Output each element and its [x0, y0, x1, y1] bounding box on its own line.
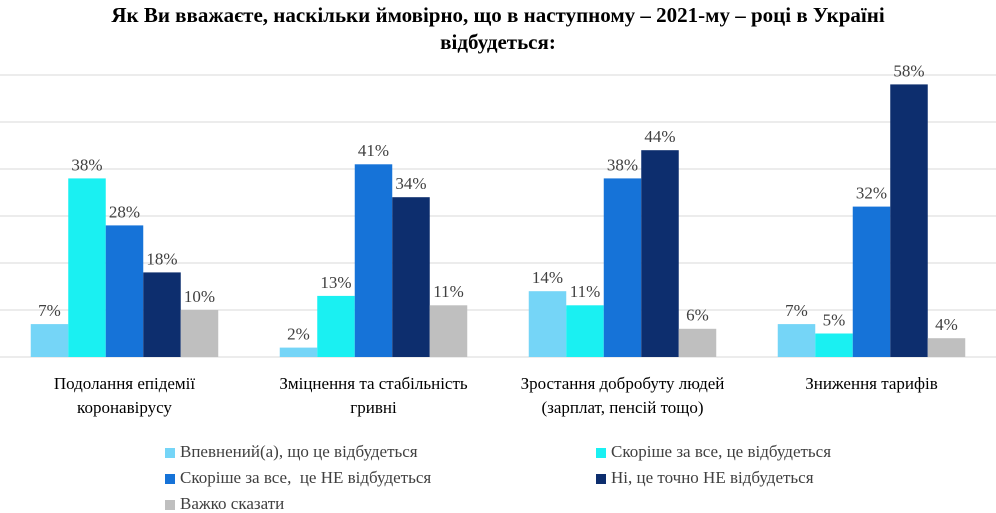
value-label: 11%	[433, 282, 464, 301]
value-label: 13%	[320, 273, 351, 292]
x-tick-label: Подолання епідемії коронавірусу	[53, 374, 196, 417]
legend-label: Скоріше за все, це відбудеться	[611, 442, 831, 461]
bar	[429, 305, 468, 357]
bar	[927, 338, 966, 357]
bar	[143, 272, 181, 357]
bar	[68, 178, 106, 357]
legend-label: Важко сказати	[180, 494, 284, 513]
bar	[180, 310, 219, 357]
legend-swatch	[165, 500, 175, 510]
legend-swatch	[596, 448, 606, 458]
bar	[354, 164, 393, 357]
bar	[890, 84, 928, 358]
value-label: 41%	[358, 141, 389, 160]
chart-title: Як Ви вважаєте, наскільки ймовірно, що в…	[111, 3, 885, 54]
value-label: 7%	[785, 301, 808, 320]
bar	[30, 324, 69, 357]
bar	[641, 150, 679, 357]
bar	[105, 225, 144, 357]
bar	[777, 324, 816, 357]
value-label: 2%	[287, 325, 310, 344]
value-label: 34%	[395, 174, 426, 193]
bar	[317, 295, 355, 357]
legend-label: Ні, це точно НЕ відбудеться	[611, 468, 814, 487]
bar	[678, 328, 717, 357]
value-label: 28%	[109, 202, 140, 221]
x-tick-label: Зниження тарифів	[805, 374, 938, 393]
value-label: 38%	[607, 155, 638, 174]
legend-swatch	[596, 474, 606, 484]
value-label: 18%	[146, 249, 177, 268]
legend-label: Впевнений(а), що це відбудеться	[180, 442, 418, 461]
value-label: 4%	[935, 315, 958, 334]
legend-swatch	[165, 474, 175, 484]
legend-label: Скоріше за все, це НЕ відбудеться	[180, 468, 431, 487]
value-label: 58%	[893, 61, 924, 80]
bar	[815, 333, 853, 357]
bar	[392, 197, 430, 357]
value-label: 10%	[184, 287, 215, 306]
value-label: 44%	[644, 127, 675, 146]
value-label: 14%	[532, 268, 563, 287]
value-label: 38%	[71, 155, 102, 174]
x-tick-label: Зміцнення та стабільність гривні	[279, 374, 468, 417]
value-label: 11%	[570, 282, 601, 301]
value-label: 5%	[823, 310, 846, 329]
value-label: 32%	[856, 184, 887, 203]
bar	[279, 347, 318, 357]
bar	[528, 291, 567, 357]
value-label: 7%	[38, 301, 61, 320]
x-tick-label: Зростання добробуту людей (зарплат, пенс…	[520, 374, 725, 417]
value-label: 6%	[686, 306, 709, 325]
bar	[566, 305, 604, 357]
legend-swatch	[165, 448, 175, 458]
bar	[603, 178, 642, 357]
bar	[852, 206, 891, 357]
